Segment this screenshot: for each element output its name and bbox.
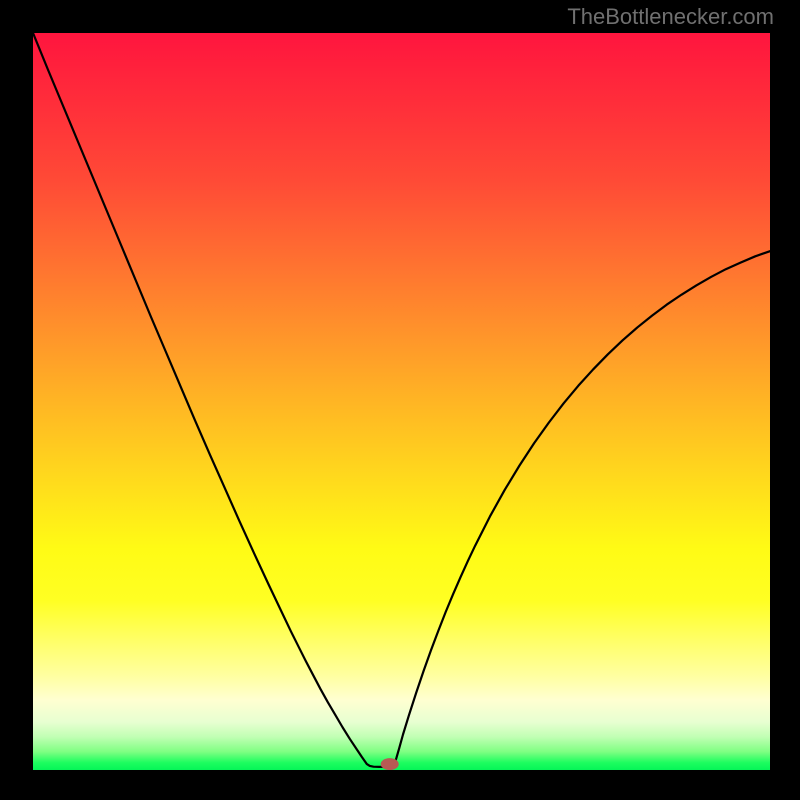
plot-area — [33, 33, 770, 770]
bottleneck-curve — [33, 33, 770, 770]
curve-path — [33, 33, 770, 767]
watermark-text: TheBottlenecker.com — [567, 4, 774, 30]
optimal-marker — [381, 758, 399, 770]
chart-stage: TheBottlenecker.com — [0, 0, 800, 800]
